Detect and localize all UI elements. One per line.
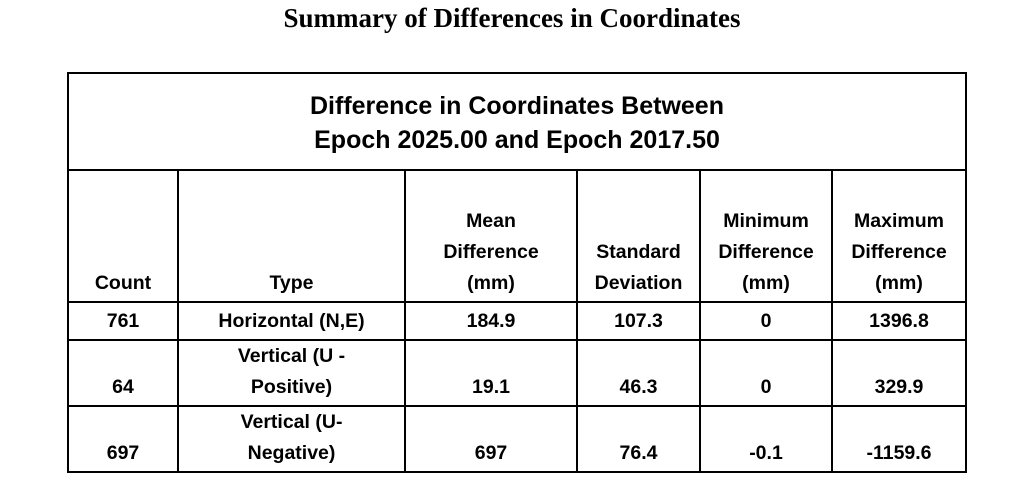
cell-line: 184.9 — [466, 310, 516, 332]
cell-line: Count — [94, 272, 152, 294]
cell-line: 19.1 — [472, 376, 510, 398]
page-title: Summary of Differences in Coordinates — [283, 3, 741, 33]
data-cell: 64 — [67, 339, 179, 407]
data-cell: 76.4 — [576, 405, 701, 473]
cell-line: Negative) — [247, 442, 336, 464]
data-cell: -1159.6 — [831, 405, 967, 473]
cell-line: Horizontal (N,E) — [218, 310, 365, 332]
cell-line: 107.3 — [614, 310, 663, 332]
cell-line: Type — [269, 272, 314, 294]
cell-line: Difference — [718, 241, 814, 263]
cell-line: 64 — [112, 376, 134, 398]
cell-line: -1159.6 — [866, 442, 932, 464]
data-cell: 697 — [67, 405, 179, 473]
cell-line: (mm) — [875, 272, 923, 294]
cell-line: Maximum — [854, 210, 944, 232]
cell-line: Standard — [596, 241, 681, 263]
data-cell: Vertical (U - Positive) — [177, 339, 406, 407]
data-cell: 107.3 — [576, 301, 701, 341]
cell-line: (mm) — [467, 272, 515, 294]
header-cell: Maximum Difference (mm) — [831, 169, 967, 303]
caption-row: Difference in Coordinates Between Epoch 2… — [67, 72, 967, 171]
summary-table: Difference in Coordinates Between Epoch 2… — [67, 72, 967, 473]
cell-line: 46.3 — [619, 376, 658, 398]
data-cell: Horizontal (N,E) — [177, 301, 406, 341]
header-cell: Type — [177, 169, 406, 303]
data-cell: 0 — [699, 301, 833, 341]
data-cell: -0.1 — [699, 405, 833, 473]
cell-line: Vertical (U - — [237, 345, 346, 367]
cell-line: 0 — [760, 310, 772, 332]
data-cell: 19.1 — [404, 339, 578, 407]
cell-line: 697 — [474, 442, 508, 464]
header-cell: Count — [67, 169, 179, 303]
data-cell: 46.3 — [576, 339, 701, 407]
cell-line: Mean — [466, 210, 516, 232]
header-row: Count Type Mean Difference (mm) Standard Devia… — [67, 169, 967, 303]
cell-line: -0.1 — [749, 442, 783, 464]
cell-line: (mm) — [742, 272, 790, 294]
data-cell: 329.9 — [831, 339, 967, 407]
caption-cell: Difference in Coordinates Between Epoch 2… — [67, 72, 967, 171]
data-cell: 697 — [404, 405, 578, 473]
cell-line: Positive) — [250, 376, 333, 398]
table-body: Difference in Coordinates Between Epoch 2… — [67, 72, 967, 473]
cell-line: 0 — [760, 376, 772, 398]
cell-line: 1396.8 — [869, 310, 929, 332]
data-cell: 0 — [699, 339, 833, 407]
cell-line: Minimum — [723, 210, 809, 232]
data-cell: Vertical (U- Negative) — [177, 405, 406, 473]
data-row: 64 Vertical (U - Positive) 19.1 46.3 0 329.9 — [67, 339, 967, 407]
cell-line: 329.9 — [874, 376, 924, 398]
cell-line: Difference — [443, 241, 539, 263]
cell-line: Deviation — [594, 272, 683, 294]
data-cell: 184.9 — [404, 301, 578, 341]
cell-line: Epoch 2025.00 and Epoch 2017.50 — [314, 125, 720, 154]
cell-line: 697 — [106, 442, 140, 464]
cell-line: Vertical (U- — [240, 411, 343, 433]
data-row: 697 Vertical (U- Negative) 697 76.4 -0.1 -1159… — [67, 405, 967, 473]
cell-line: Difference in Coordinates Between — [310, 91, 724, 120]
data-cell: 1396.8 — [831, 301, 967, 341]
data-row: 761 Horizontal (N,E) 184.9 107.3 0 1396.8 — [67, 301, 967, 341]
data-cell: 761 — [67, 301, 179, 341]
header-cell: Minimum Difference (mm) — [699, 169, 833, 303]
cell-line: 76.4 — [619, 442, 658, 464]
header-cell: Standard Deviation — [576, 169, 701, 303]
cell-line: Difference — [851, 241, 947, 263]
cell-line: 761 — [106, 310, 140, 332]
header-cell: Mean Difference (mm) — [404, 169, 578, 303]
